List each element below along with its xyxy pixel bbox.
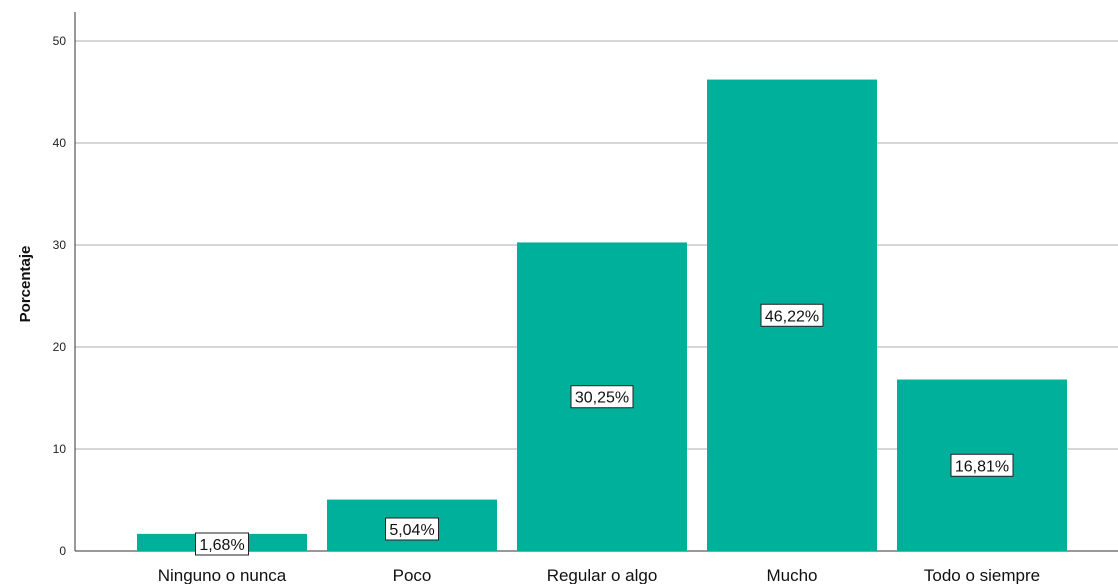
data-label-text: 16,81% [955,458,1009,475]
bars [137,79,1067,551]
y-tick-label: 0 [59,544,66,558]
y-tick-label: 40 [53,136,67,150]
data-label-text: 1,68% [199,537,244,554]
data-label-box [385,517,439,541]
x-category-label: Todo o siempre [924,566,1040,584]
data-label-text: 5,04% [389,522,434,539]
data-label: 16,81% [950,453,1014,477]
data-label: 46,22% [760,303,824,327]
y-tick-label: 50 [53,34,67,48]
data-label-text: 30,25% [575,390,629,407]
y-tick-labels: 0 10 20 30 40 50 [53,34,67,558]
x-category-label: Ninguno o nunca [158,566,287,584]
data-label-box [195,532,249,556]
data-label: 30,25% [570,385,634,409]
x-category-label: Mucho [766,566,817,584]
y-axis-title: Porcentaje [17,246,34,323]
y-tick-label: 30 [53,238,67,252]
data-label-box [950,453,1014,477]
category-labels: Ninguno o nunca Poco Regular o algo Mucho To… [158,566,1040,584]
data-label-text: 46,22% [765,308,819,325]
x-category-label: Regular o algo [547,566,658,584]
y-tick-label: 10 [53,442,67,456]
y-tick-label: 20 [53,340,67,354]
data-label-box [760,303,824,327]
data-label: 1,68% [195,532,249,556]
x-category-label: Poco [393,566,432,584]
data-labels: 1,68% 5,04% 30,25% 46,22% 16,81% [195,303,1014,556]
data-label: 5,04% [385,517,439,541]
data-label-box [570,385,634,409]
